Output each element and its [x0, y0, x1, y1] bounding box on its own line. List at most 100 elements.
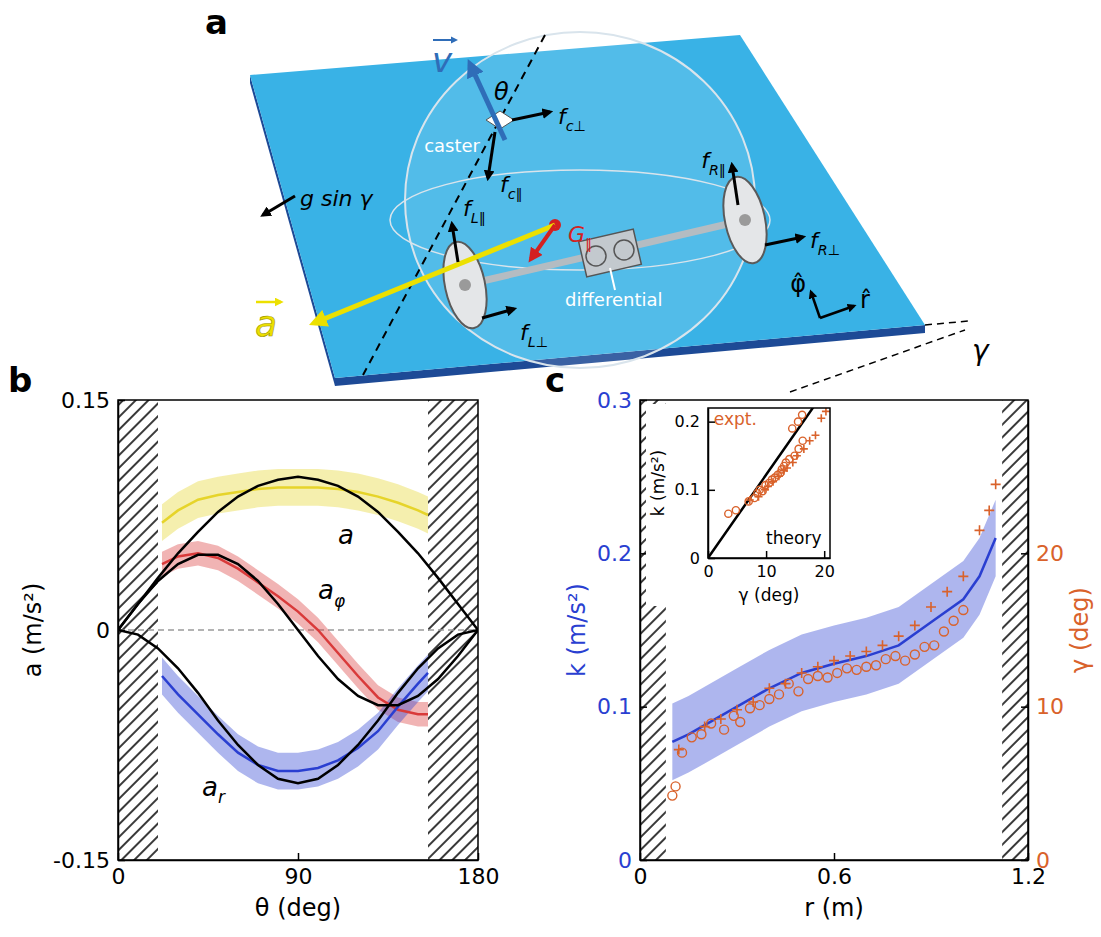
- data-point: [959, 606, 968, 615]
- panel-letter: a: [205, 2, 228, 42]
- acceleration-arrow: [314, 225, 555, 323]
- force-arrow: [482, 309, 514, 318]
- force-arrow: [452, 224, 458, 262]
- data-point: [910, 620, 920, 630]
- data-point: [765, 695, 774, 704]
- plot-frame: [118, 400, 478, 860]
- data-point: [991, 479, 1001, 489]
- data-point: [678, 748, 687, 757]
- data-point: [804, 675, 813, 684]
- data-point: [984, 505, 994, 515]
- y-axis-line: [640, 401, 642, 861]
- tick-label: 90: [285, 864, 313, 889]
- y2-axis-title: γ (deg): [1066, 587, 1094, 673]
- data-point: [823, 673, 832, 682]
- chart-c-inset: 0102000.10.2γ (deg)k (m/s²)expt.theory: [646, 392, 836, 606]
- x-axis-tick: 180: [458, 853, 500, 889]
- tick-mark: [640, 400, 647, 402]
- data-point: [813, 662, 823, 672]
- diagram-label: differential: [565, 289, 662, 310]
- data-point: [746, 496, 754, 504]
- data-point: [799, 437, 806, 444]
- tick-mark: [118, 400, 125, 402]
- axle: [465, 220, 745, 285]
- text-subscript: r: [218, 787, 226, 807]
- tick-label: 0: [1036, 848, 1050, 873]
- data-point: [732, 507, 739, 514]
- x-axis-title: γ (deg): [739, 585, 800, 605]
- y-axis-tick: 0: [96, 618, 125, 643]
- tick-mark: [1021, 553, 1028, 555]
- data-line: [708, 408, 824, 558]
- data-point: [949, 616, 958, 625]
- plot-background: [640, 400, 1028, 860]
- data-point: [811, 431, 819, 439]
- tick-mark: [118, 630, 125, 632]
- unit-vector-arrow: [820, 306, 854, 318]
- x-axis-tick: 10: [756, 551, 776, 581]
- text-subscript: R⊥: [818, 242, 840, 258]
- error-band: [162, 469, 428, 541]
- data-point: [799, 411, 806, 418]
- annotation: ar: [202, 772, 226, 808]
- robot-axis: [363, 35, 545, 375]
- force-arrow: [512, 112, 550, 120]
- inset-ground: [646, 404, 836, 606]
- text-subscript: c∥: [508, 186, 523, 203]
- data-point: [764, 683, 774, 693]
- data-point: [786, 456, 793, 463]
- tick-mark: [1021, 860, 1028, 862]
- data-point: [842, 664, 851, 673]
- y2-axis: 01020: [1021, 401, 1064, 873]
- tick-label: 0.1: [675, 480, 700, 499]
- diagram-label: g sin γ: [300, 186, 373, 211]
- text-main: G: [568, 222, 585, 247]
- annotation: aφ: [318, 575, 345, 611]
- diagram-label: a: [255, 303, 277, 344]
- y2-axis-tick: 20: [1021, 541, 1064, 566]
- text-subscript: φ: [334, 591, 345, 611]
- data-point: [833, 668, 842, 677]
- x-axis: 00.61.2: [634, 853, 1047, 889]
- text-subscript: L∥: [471, 210, 486, 227]
- diagram-label: fR∥: [701, 148, 726, 179]
- data-point: [813, 672, 822, 681]
- data-point: [671, 782, 680, 791]
- tick-mark: [640, 553, 647, 555]
- diagram-label: φ̂: [790, 270, 806, 298]
- data-point: [755, 701, 764, 710]
- x-axis-line: [709, 558, 831, 560]
- y-axis: -0.1500.15: [53, 388, 125, 873]
- tick-label: 0: [690, 549, 700, 568]
- data-point: [716, 714, 726, 724]
- data-point: [794, 418, 801, 425]
- tick-mark: [1021, 706, 1028, 708]
- tick-label: 0.2: [675, 412, 700, 431]
- y-axis-tick: 0.1: [675, 480, 715, 499]
- angle-line: [790, 330, 965, 392]
- tick-mark: [708, 558, 715, 560]
- data-point: [829, 656, 839, 666]
- tick-label: 180: [458, 864, 500, 889]
- diagram-label: r̂: [860, 286, 870, 314]
- data-line: [162, 553, 428, 714]
- tick-label: 20: [815, 562, 835, 581]
- diagram-label: fc∥: [500, 172, 523, 203]
- force-arrow: [765, 237, 803, 245]
- annotation: expt.: [714, 409, 757, 429]
- y-axis-tick: 0.15: [61, 388, 125, 413]
- y-axis-title: k (m/s²): [648, 450, 668, 516]
- data-point: [720, 725, 729, 734]
- force-arrow: [488, 132, 495, 178]
- tick-mark: [834, 853, 836, 860]
- tick-label: 0.3: [597, 388, 632, 413]
- chart-b: 090180-0.1500.15θ (deg)a (m/s²)aaφar: [19, 388, 499, 923]
- diagram-label: θ: [494, 78, 509, 106]
- data-point: [745, 704, 754, 713]
- data-line: [162, 487, 428, 522]
- data-point: [668, 791, 677, 800]
- data-point: [784, 679, 793, 688]
- tick-label: 0.6: [817, 864, 852, 889]
- diagram-label: fR⊥: [810, 228, 840, 258]
- data-point: [794, 687, 803, 696]
